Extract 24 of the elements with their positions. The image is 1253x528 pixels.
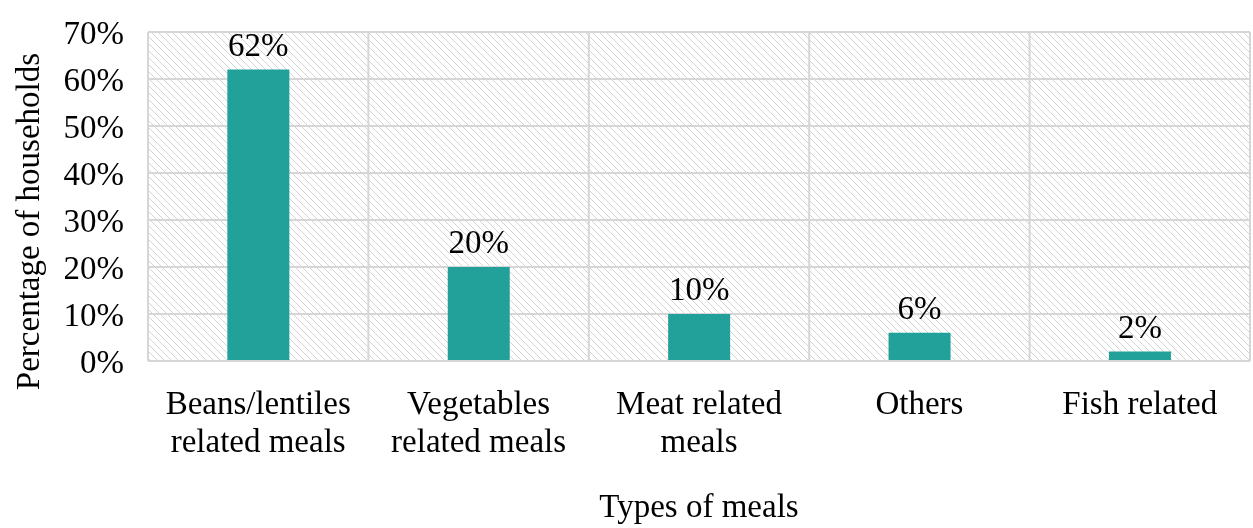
- y-tick-label: 40%: [63, 155, 124, 192]
- y-tick-label: 30%: [63, 202, 124, 239]
- y-tick-label: 20%: [63, 249, 124, 286]
- bar: [668, 314, 731, 361]
- y-tick-label: 60%: [63, 61, 124, 98]
- y-tick-label: 50%: [63, 108, 124, 145]
- data-label: 62%: [228, 26, 289, 63]
- x-tick-label: Meat related meals: [616, 385, 783, 459]
- bar: [447, 267, 510, 361]
- data-label: 20%: [448, 224, 509, 260]
- x-tick-label: Beans/lentiles related meals: [165, 385, 351, 459]
- bar: [888, 332, 951, 361]
- x-tick-label: Vegetables related meals: [391, 385, 567, 459]
- data-label: 6%: [897, 289, 942, 326]
- x-axis-title: Types of meals: [599, 488, 799, 524]
- y-axis-title: Percentage of households: [10, 52, 46, 391]
- bar: [227, 69, 290, 361]
- y-tick-label: 10%: [63, 296, 124, 333]
- y-tick-label: 0%: [80, 343, 124, 380]
- x-tick-label: Fish related: [1062, 385, 1218, 421]
- y-tick-label: 70%: [63, 14, 124, 51]
- data-label: 10%: [668, 271, 730, 307]
- data-label: 2%: [1117, 308, 1162, 345]
- x-tick-label: Others: [875, 385, 964, 421]
